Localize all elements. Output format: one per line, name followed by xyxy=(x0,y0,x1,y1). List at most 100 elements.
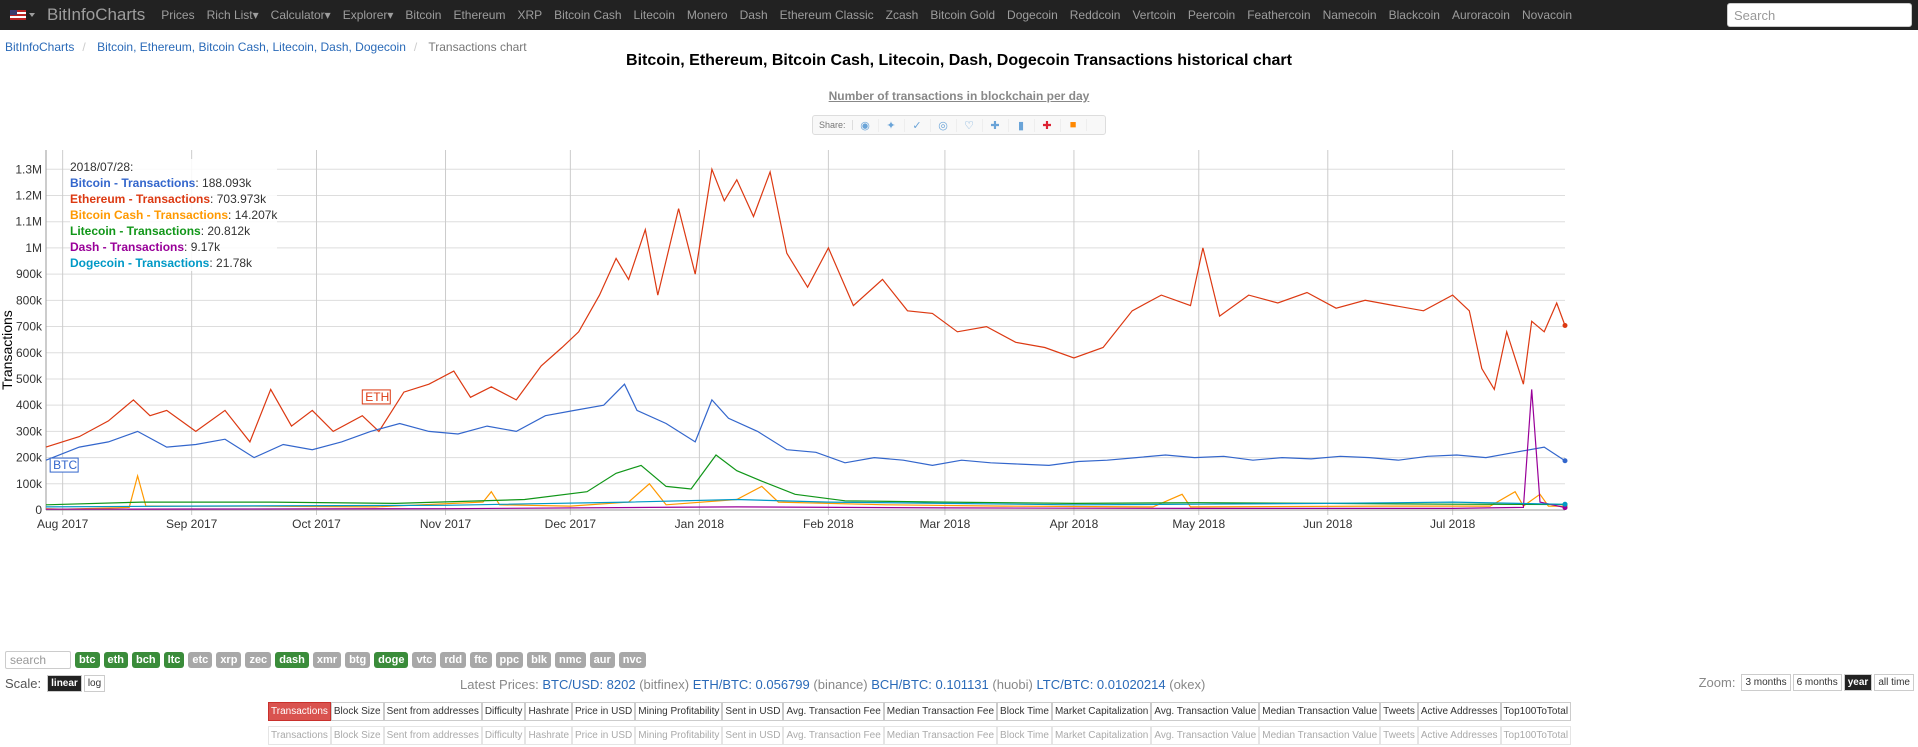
nav-link[interactable]: Auroracoin xyxy=(1451,8,1510,22)
tab-metric-secondary[interactable]: Active Addresses xyxy=(1417,726,1501,745)
nav-link[interactable]: Feathercoin xyxy=(1247,8,1311,22)
coin-toggle[interactable]: ltc xyxy=(163,652,185,668)
tab-metric[interactable]: Transactions xyxy=(268,702,331,721)
tab-metric-secondary[interactable]: Median Transaction Fee xyxy=(883,726,998,745)
tab-metric-secondary[interactable]: Top100ToTotal xyxy=(1500,726,1572,745)
tab-metric[interactable]: Active Addresses xyxy=(1417,702,1501,721)
nav-link[interactable]: Prices xyxy=(161,8,195,22)
tab-metric-secondary[interactable]: Market Capitalization xyxy=(1051,726,1152,745)
tab-metric-secondary[interactable]: Difficulty xyxy=(481,726,526,745)
us-flag-icon[interactable] xyxy=(10,10,26,20)
coin-toggle[interactable]: xrp xyxy=(216,652,242,668)
tab-metric-secondary[interactable]: Median Transaction Value xyxy=(1259,726,1381,745)
coin-toggle[interactable]: eth xyxy=(103,652,128,668)
nav-link[interactable]: Zcash xyxy=(885,8,919,22)
nav-link[interactable]: XRP xyxy=(517,8,543,22)
tab-metric-secondary[interactable]: Transactions xyxy=(268,726,331,745)
zoom-option[interactable]: all time xyxy=(1874,674,1914,691)
nav-link[interactable]: Dash xyxy=(739,8,768,22)
tab-metric-secondary[interactable]: Hashrate xyxy=(525,726,573,745)
nav-link[interactable]: Monero xyxy=(686,8,728,22)
tab-metric-secondary[interactable]: Mining Profitability xyxy=(635,726,723,745)
coin-toggle[interactable]: btg xyxy=(345,652,371,668)
nav-link[interactable]: Bitcoin Gold xyxy=(930,8,996,22)
nav-link[interactable]: Calculator▾ xyxy=(270,8,331,22)
coin-toggle[interactable]: bch xyxy=(132,652,160,668)
tab-metric[interactable]: Avg. Transaction Fee xyxy=(783,702,884,721)
facebook-icon[interactable]: ▮ xyxy=(1009,118,1035,132)
price-pair[interactable]: BCH/BTC: 0.101131 xyxy=(871,677,989,692)
zoom-option[interactable]: 3 months xyxy=(1741,674,1791,691)
tab-metric[interactable]: Median Transaction Fee xyxy=(883,702,998,721)
nav-link[interactable]: Namecoin xyxy=(1322,8,1377,22)
tab-metric[interactable]: Median Transaction Value xyxy=(1259,702,1381,721)
nav-link[interactable]: Explorer▾ xyxy=(342,8,394,22)
tab-metric-secondary[interactable]: Block Time xyxy=(997,726,1052,745)
breadcrumb-coins[interactable]: Bitcoin, Ethereum, Bitcoin Cash, Litecoi… xyxy=(97,40,406,54)
like-icon[interactable]: ♡ xyxy=(957,118,983,132)
tab-metric[interactable]: Block Size xyxy=(330,702,384,721)
tab-metric[interactable]: Tweets xyxy=(1380,702,1418,721)
coin-toggle[interactable]: xmr xyxy=(312,652,342,668)
tab-metric-secondary[interactable]: Sent in USD xyxy=(722,726,784,745)
nav-link[interactable]: Vertcoin xyxy=(1132,8,1176,22)
brand-logo[interactable]: BitInfoCharts xyxy=(47,5,146,24)
blogger-icon[interactable]: ■ xyxy=(1061,119,1087,131)
coin-search-input[interactable]: search xyxy=(5,651,71,669)
scale-log-button[interactable]: log xyxy=(83,675,106,692)
tab-metric[interactable]: Sent in USD xyxy=(722,702,784,721)
tab-metric[interactable]: Hashrate xyxy=(525,702,573,721)
tab-metric[interactable]: Sent from addresses xyxy=(383,702,482,721)
tab-metric-secondary[interactable]: Sent from addresses xyxy=(383,726,482,745)
nav-link[interactable]: Bitcoin Cash xyxy=(554,8,622,22)
coin-toggle[interactable]: nmc xyxy=(555,652,586,668)
nav-link[interactable]: Bitcoin xyxy=(405,8,442,22)
tab-metric-secondary[interactable]: Block Size xyxy=(330,726,384,745)
tab-metric[interactable]: Difficulty xyxy=(481,702,526,721)
tab-metric-secondary[interactable]: Avg. Transaction Value xyxy=(1151,726,1260,745)
coin-toggle[interactable]: dash xyxy=(275,652,309,668)
googleplus-icon[interactable]: ✚ xyxy=(983,118,1009,132)
googleplus-one-icon[interactable]: ✚ xyxy=(1035,118,1061,132)
chart-plot[interactable]: 0 100k 200k 300k 400k 500k 600k 700k 800k 900k 1M 1… xyxy=(0,150,1918,650)
price-pair[interactable]: LTC/BTC: 0.01020214 xyxy=(1036,677,1166,692)
tab-metric[interactable]: Avg. Transaction Value xyxy=(1151,702,1260,721)
price-pair[interactable]: BTC/USD: 8202 xyxy=(542,677,636,692)
tab-metric-secondary[interactable]: Price in USD xyxy=(572,726,636,745)
twitter-icon[interactable]: ✦ xyxy=(879,118,905,132)
reddit-icon[interactable]: ◉ xyxy=(853,118,879,132)
tab-metric-secondary[interactable]: Avg. Transaction Fee xyxy=(783,726,884,745)
nav-link[interactable]: Novacoin xyxy=(1521,8,1573,22)
price-pair[interactable]: ETH/BTC: 0.056799 xyxy=(692,677,810,692)
zoom-option[interactable]: 6 months xyxy=(1792,674,1842,691)
tab-metric[interactable]: Mining Profitability xyxy=(635,702,723,721)
coin-toggle[interactable]: aur xyxy=(589,652,615,668)
search-input[interactable]: Search xyxy=(1727,3,1912,27)
coin-toggle[interactable]: ftc xyxy=(470,652,492,668)
coin-toggle[interactable]: zec xyxy=(245,652,272,668)
tab-metric[interactable]: Top100ToTotal xyxy=(1500,702,1572,721)
tab-metric[interactable]: Market Capitalization xyxy=(1051,702,1152,721)
breadcrumb-home[interactable]: BitInfoCharts xyxy=(5,40,75,54)
nav-link[interactable]: Peercoin xyxy=(1187,8,1236,22)
tab-metric[interactable]: Price in USD xyxy=(572,702,636,721)
coin-toggle[interactable]: etc xyxy=(188,652,213,668)
coin-toggle[interactable]: vtc xyxy=(412,652,437,668)
nav-link[interactable]: Blackcoin xyxy=(1388,8,1440,22)
coin-toggle[interactable]: ppc xyxy=(495,652,524,668)
nav-link[interactable]: Ethereum Classic xyxy=(779,8,874,22)
nav-link[interactable]: Litecoin xyxy=(633,8,675,22)
coin-toggle[interactable]: btc xyxy=(75,652,100,668)
nav-link[interactable]: Dogecoin xyxy=(1007,8,1058,22)
vk-icon[interactable]: ✓ xyxy=(905,118,931,132)
weibo-icon[interactable]: ◎ xyxy=(931,118,957,132)
coin-toggle[interactable]: nvc xyxy=(618,652,646,668)
tab-metric-secondary[interactable]: Tweets xyxy=(1380,726,1418,745)
coin-toggle[interactable]: rdd xyxy=(440,652,467,668)
coin-toggle[interactable]: doge xyxy=(374,652,409,668)
zoom-option[interactable]: year xyxy=(1843,674,1873,691)
nav-link[interactable]: Reddcoin xyxy=(1069,8,1121,22)
nav-link[interactable]: Ethereum xyxy=(453,8,506,22)
nav-link[interactable]: Rich List▾ xyxy=(206,8,259,22)
coin-toggle[interactable]: blk xyxy=(527,652,552,668)
